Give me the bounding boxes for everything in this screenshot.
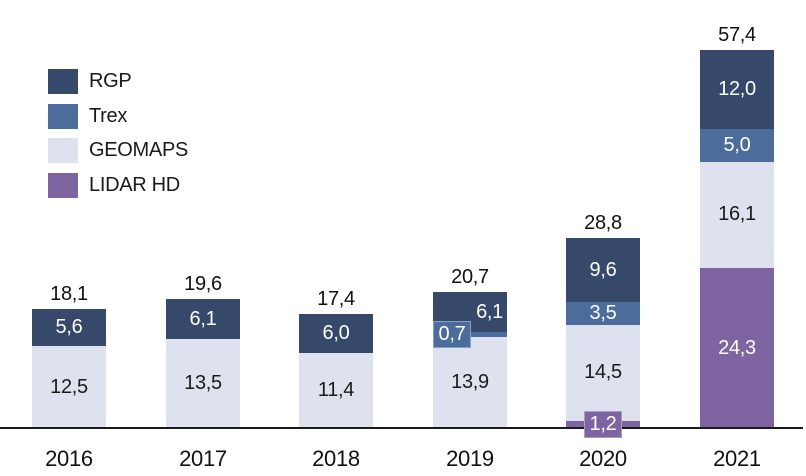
legend-swatch-geomaps xyxy=(48,138,78,163)
bar-segment-geomaps-2016 xyxy=(32,346,106,429)
segment-label-box-trex-2019: 0,7 xyxy=(433,320,471,348)
chart-legend: RGP Trex GEOMAPS LIDAR HD xyxy=(48,69,188,198)
total-label-2019: 20,7 xyxy=(451,265,489,288)
legend-label-rgp: RGP xyxy=(89,70,132,92)
bar-segment-rgp-2020 xyxy=(566,238,640,302)
total-label-2021: 57,4 xyxy=(718,23,756,46)
x-axis-label-2016: 2016 xyxy=(45,446,93,471)
bar-segment-geomaps-2021 xyxy=(700,161,774,269)
segment-label-box-lidar-hd-2020: 1,2 xyxy=(584,411,622,439)
legend-item-lidar-hd: LIDAR HD xyxy=(48,172,188,198)
legend-label-lidar-hd: LIDAR HD xyxy=(89,173,180,196)
x-axis-label-2018: 2018 xyxy=(312,446,360,471)
bar-segment-rgp-2016 xyxy=(32,309,106,346)
x-axis-label-2019: 2019 xyxy=(446,446,494,471)
total-label-2020: 28,8 xyxy=(584,212,622,235)
bar-segment-geomaps-2020 xyxy=(566,324,640,421)
legend-item-geomaps: GEOMAPS xyxy=(48,138,188,163)
legend-item-trex: Trex xyxy=(48,103,188,129)
x-axis-line xyxy=(0,427,803,429)
bar-segment-trex-2020 xyxy=(566,301,640,325)
total-label-2018: 17,4 xyxy=(317,287,355,310)
bar-segment-rgp-2017 xyxy=(166,299,240,340)
legend-swatch-lidar-hd xyxy=(48,172,78,198)
legend-swatch-rgp xyxy=(48,69,78,94)
bar-segment-geomaps-2018 xyxy=(299,353,373,429)
bar-segment-rgp-2021 xyxy=(700,49,774,129)
x-axis-label-2021: 2021 xyxy=(713,446,761,471)
total-label-2017: 19,6 xyxy=(184,273,222,296)
legend-label-trex: Trex xyxy=(89,104,128,127)
legend-label-geomaps: GEOMAPS xyxy=(89,139,189,161)
legend-swatch-trex xyxy=(48,103,78,129)
bar-segment-geomaps-2017 xyxy=(166,339,240,429)
legend-item-rgp: RGP xyxy=(48,69,188,94)
bar-segment-lidar-hd-2021 xyxy=(700,268,774,429)
bar-segment-geomaps-2019 xyxy=(433,336,507,429)
total-label-2016: 18,1 xyxy=(50,283,88,306)
bar-segment-rgp-2018 xyxy=(299,313,373,354)
bar-segment-trex-2021 xyxy=(700,128,774,162)
x-axis-label-2017: 2017 xyxy=(179,446,227,471)
x-axis-label-2020: 2020 xyxy=(579,446,627,471)
